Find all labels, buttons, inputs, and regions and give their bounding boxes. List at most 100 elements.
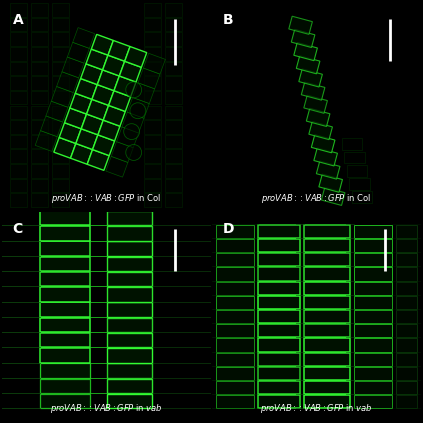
FancyBboxPatch shape — [396, 296, 417, 309]
Polygon shape — [314, 148, 338, 166]
FancyBboxPatch shape — [354, 267, 392, 280]
FancyBboxPatch shape — [216, 324, 254, 337]
Polygon shape — [125, 47, 147, 67]
FancyBboxPatch shape — [11, 193, 27, 207]
FancyBboxPatch shape — [165, 62, 182, 75]
FancyBboxPatch shape — [354, 296, 392, 309]
FancyBboxPatch shape — [165, 47, 182, 60]
Polygon shape — [86, 49, 108, 70]
FancyBboxPatch shape — [258, 239, 300, 252]
FancyBboxPatch shape — [165, 91, 182, 104]
FancyBboxPatch shape — [304, 381, 350, 394]
FancyBboxPatch shape — [144, 164, 161, 178]
FancyBboxPatch shape — [144, 149, 161, 163]
FancyBboxPatch shape — [31, 120, 48, 134]
FancyBboxPatch shape — [52, 18, 69, 31]
FancyBboxPatch shape — [40, 257, 90, 271]
FancyBboxPatch shape — [354, 282, 392, 295]
FancyBboxPatch shape — [304, 296, 350, 309]
Polygon shape — [81, 64, 103, 85]
FancyBboxPatch shape — [216, 310, 254, 323]
FancyBboxPatch shape — [216, 381, 254, 394]
FancyBboxPatch shape — [354, 225, 392, 238]
FancyBboxPatch shape — [354, 239, 392, 252]
FancyBboxPatch shape — [396, 239, 417, 252]
FancyBboxPatch shape — [40, 242, 90, 256]
FancyBboxPatch shape — [31, 62, 48, 75]
Circle shape — [130, 103, 146, 119]
Polygon shape — [97, 70, 119, 91]
Circle shape — [126, 82, 142, 98]
FancyBboxPatch shape — [144, 105, 161, 119]
FancyBboxPatch shape — [52, 135, 69, 148]
FancyBboxPatch shape — [31, 33, 48, 46]
FancyBboxPatch shape — [52, 3, 69, 17]
FancyBboxPatch shape — [344, 151, 365, 163]
Text: $\it{proVAB::VAB:GFP}$ in Col: $\it{proVAB::VAB:GFP}$ in Col — [261, 192, 372, 205]
Polygon shape — [51, 86, 73, 107]
Polygon shape — [35, 131, 57, 151]
FancyBboxPatch shape — [144, 33, 161, 46]
FancyBboxPatch shape — [107, 272, 153, 286]
FancyBboxPatch shape — [52, 164, 69, 178]
Polygon shape — [87, 99, 109, 120]
FancyBboxPatch shape — [144, 179, 161, 192]
FancyBboxPatch shape — [165, 135, 182, 148]
FancyBboxPatch shape — [396, 310, 417, 323]
FancyBboxPatch shape — [165, 179, 182, 192]
Circle shape — [126, 145, 142, 160]
FancyBboxPatch shape — [11, 3, 27, 17]
FancyBboxPatch shape — [216, 239, 254, 252]
FancyBboxPatch shape — [258, 367, 300, 380]
Polygon shape — [127, 97, 149, 118]
FancyBboxPatch shape — [354, 395, 392, 408]
Polygon shape — [75, 79, 97, 99]
FancyBboxPatch shape — [31, 193, 48, 207]
FancyBboxPatch shape — [396, 353, 417, 366]
FancyBboxPatch shape — [107, 242, 153, 256]
FancyBboxPatch shape — [304, 353, 350, 366]
FancyBboxPatch shape — [354, 338, 392, 352]
FancyBboxPatch shape — [304, 367, 350, 380]
FancyBboxPatch shape — [165, 193, 182, 207]
FancyBboxPatch shape — [52, 62, 69, 75]
FancyBboxPatch shape — [40, 379, 90, 393]
FancyBboxPatch shape — [346, 165, 368, 177]
FancyBboxPatch shape — [304, 310, 350, 323]
FancyBboxPatch shape — [354, 324, 392, 337]
FancyBboxPatch shape — [216, 282, 254, 295]
FancyBboxPatch shape — [107, 394, 153, 408]
FancyBboxPatch shape — [304, 338, 350, 352]
FancyBboxPatch shape — [216, 253, 254, 266]
FancyBboxPatch shape — [304, 282, 350, 295]
Text: B: B — [222, 13, 233, 27]
FancyBboxPatch shape — [216, 367, 254, 380]
FancyBboxPatch shape — [165, 149, 182, 163]
FancyBboxPatch shape — [107, 333, 153, 347]
Polygon shape — [301, 82, 325, 100]
FancyBboxPatch shape — [107, 287, 153, 302]
FancyBboxPatch shape — [40, 318, 90, 332]
FancyBboxPatch shape — [107, 226, 153, 241]
Polygon shape — [103, 55, 125, 76]
FancyBboxPatch shape — [31, 3, 48, 17]
FancyBboxPatch shape — [11, 135, 27, 148]
FancyBboxPatch shape — [144, 18, 161, 31]
Polygon shape — [87, 150, 109, 170]
FancyBboxPatch shape — [31, 135, 48, 148]
FancyBboxPatch shape — [52, 33, 69, 46]
FancyBboxPatch shape — [396, 267, 417, 280]
Polygon shape — [106, 157, 128, 177]
FancyBboxPatch shape — [216, 267, 254, 280]
Polygon shape — [296, 56, 320, 74]
FancyBboxPatch shape — [341, 138, 363, 150]
FancyBboxPatch shape — [396, 381, 417, 394]
FancyBboxPatch shape — [258, 225, 300, 238]
FancyBboxPatch shape — [258, 353, 300, 366]
FancyBboxPatch shape — [107, 379, 153, 393]
Polygon shape — [138, 68, 160, 89]
FancyBboxPatch shape — [216, 395, 254, 408]
FancyBboxPatch shape — [258, 310, 300, 323]
FancyBboxPatch shape — [52, 193, 69, 207]
Polygon shape — [122, 112, 144, 133]
